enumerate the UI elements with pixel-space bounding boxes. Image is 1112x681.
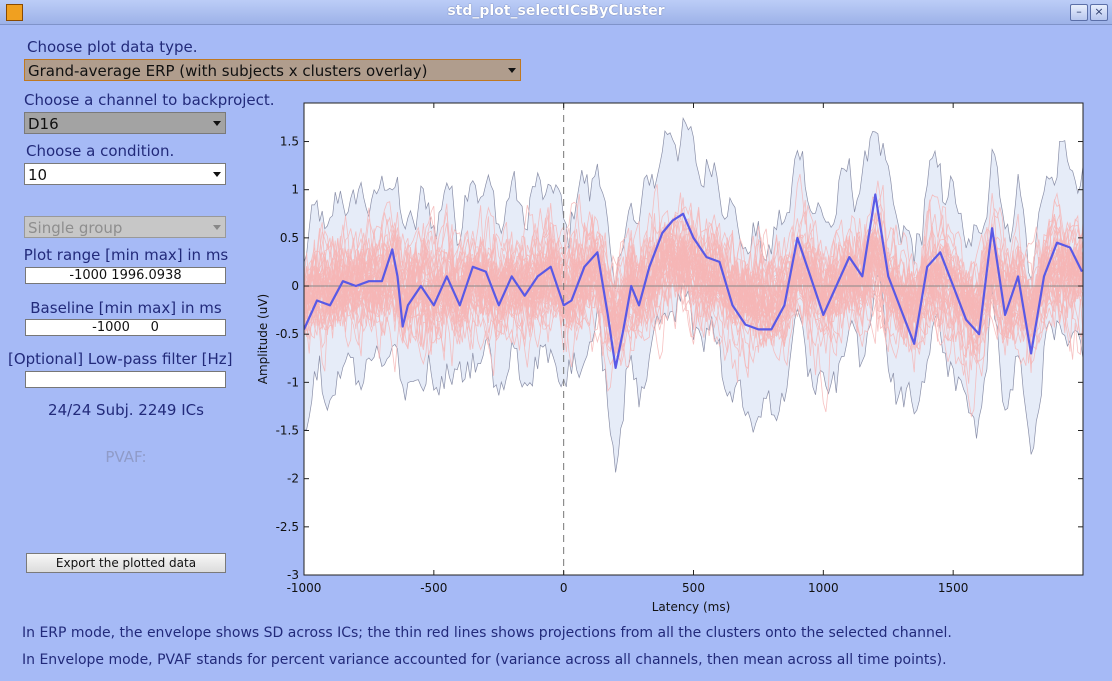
baseline-input[interactable]: -1000 0: [25, 319, 226, 336]
minimize-button[interactable]: –: [1070, 4, 1088, 21]
y-tick-label: 1.5: [280, 135, 299, 149]
y-tick-label: 1: [291, 183, 299, 197]
x-tick-label: 1000: [808, 581, 839, 595]
y-axis-label: Amplitude (uV): [256, 294, 270, 385]
x-tick-label: -1000: [287, 581, 322, 595]
y-tick-label: -0.5: [276, 327, 299, 341]
lowpass-label: [Optional] Low-pass filter [Hz]: [8, 350, 233, 368]
condition-value: 10: [28, 166, 48, 184]
lowpass-input[interactable]: [25, 371, 226, 388]
plot-type-value: Grand-average ERP (with subjects x clust…: [28, 62, 428, 80]
x-tick-label: 0: [560, 581, 568, 595]
group-value: Single group: [28, 219, 123, 237]
x-tick-label: 500: [682, 581, 705, 595]
condition-label: Choose a condition.: [26, 142, 175, 160]
baseline-label: Baseline [min max] in ms: [30, 299, 222, 317]
channel-label: Choose a channel to backproject.: [24, 91, 275, 109]
chevron-down-icon: [213, 225, 221, 230]
pvaf-text: PVAF:: [105, 448, 147, 466]
cluster-projection-line: [304, 193, 1083, 384]
y-tick-label: -1: [287, 375, 299, 389]
cluster-projection-line: [304, 202, 1083, 350]
plot-range-label: Plot range [min max] in ms: [23, 246, 229, 264]
y-tick-label: -2: [287, 472, 299, 486]
y-tick-label: -1.5: [276, 424, 299, 438]
y-tick-label: 0.5: [280, 231, 299, 245]
matlab-icon: [6, 4, 23, 21]
plot-type-dropdown[interactable]: Grand-average ERP (with subjects x clust…: [24, 59, 521, 81]
chevron-down-icon: [213, 121, 221, 126]
y-tick-label: -2.5: [276, 520, 299, 534]
cluster-projection-line: [304, 207, 1083, 348]
channel-dropdown[interactable]: D16: [24, 112, 226, 134]
cluster-projection-line: [304, 214, 1083, 357]
grand-average-erp-line: [304, 193, 1083, 369]
close-button[interactable]: ×: [1090, 4, 1108, 21]
x-tick-label: -500: [420, 581, 447, 595]
subjects-count-text: 24/24 Subj. 2249 ICs: [48, 401, 204, 419]
footer-line-1: In ERP mode, the envelope shows SD acros…: [22, 625, 952, 641]
plot-type-label: Choose plot data type.: [27, 38, 198, 56]
condition-dropdown[interactable]: 10: [24, 163, 226, 185]
window-title: std_plot_selectICsByCluster: [447, 3, 665, 19]
y-tick-label: -3: [287, 568, 299, 582]
export-button[interactable]: Export the plotted data: [26, 553, 226, 573]
plot-range-input[interactable]: -1000 1996.0938: [25, 267, 226, 284]
cluster-projection-line: [304, 220, 1083, 364]
y-tick-label: 0: [291, 279, 299, 293]
cluster-projection-line: [304, 197, 1083, 351]
footer-line-2: In Envelope mode, PVAF stands for percen…: [22, 652, 947, 668]
x-tick-label: 1500: [938, 581, 969, 595]
cluster-projection-line: [304, 225, 1083, 344]
chevron-down-icon: [213, 172, 221, 177]
channel-value: D16: [28, 115, 59, 133]
x-axis-label: Latency (ms): [652, 600, 731, 614]
chevron-down-icon: [508, 68, 516, 73]
title-bar: std_plot_selectICsByCluster – ×: [0, 0, 1112, 25]
group-dropdown: Single group: [24, 216, 226, 238]
